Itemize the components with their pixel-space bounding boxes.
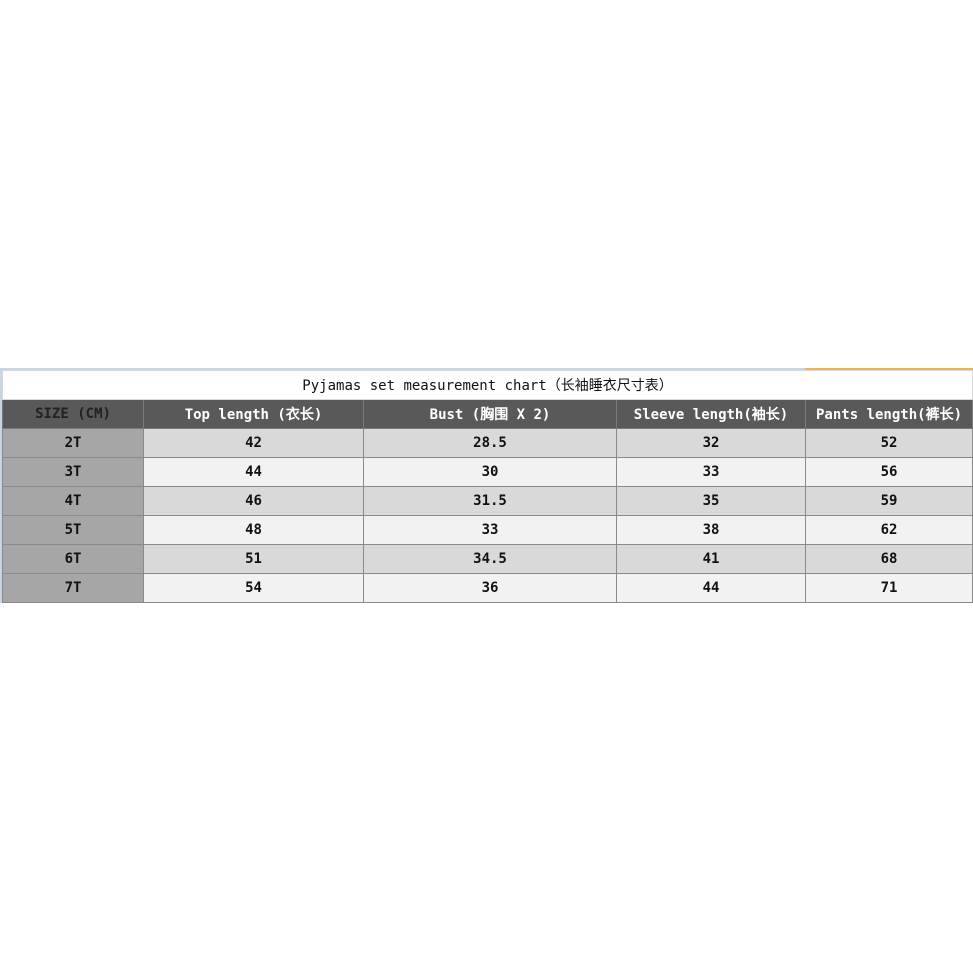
cell-bust: 28.5: [363, 428, 617, 458]
cell-bust: 36: [363, 573, 617, 603]
cell-bust: 30: [363, 457, 617, 487]
header-sleeve-length: Sleeve length(袖长): [616, 399, 806, 429]
cell-pants-length: 68: [804, 544, 973, 574]
table-title: Pyjamas set measurement chart（长袖睡衣尺寸表）: [1, 370, 973, 400]
table-row: 4T 46 31.5 35 59: [2, 486, 973, 516]
cell-pants-length: 59: [804, 486, 973, 516]
table-row: 2T 42 28.5 32 52: [2, 428, 973, 458]
table-row: 6T 51 34.5 41 68: [2, 544, 973, 574]
header-row: SIZE (CM) Top length (衣长) Bust (胸围 X 2) …: [2, 399, 973, 429]
cell-pants-length: 56: [804, 457, 973, 487]
cell-top-length: 46: [143, 486, 364, 516]
header-pants-length: Pants length(裤长): [804, 399, 973, 429]
left-border: [0, 370, 2, 603]
cell-bust: 34.5: [363, 544, 617, 574]
cell-top-length: 42: [143, 428, 364, 458]
cell-size: 3T: [2, 457, 144, 487]
cell-bust: 31.5: [363, 486, 617, 516]
header-top-length: Top length (衣长): [143, 399, 364, 429]
cell-top-length: 51: [143, 544, 364, 574]
cell-sleeve-length: 41: [616, 544, 806, 574]
cell-top-length: 54: [143, 573, 364, 603]
cell-bust: 33: [363, 515, 617, 545]
cell-sleeve-length: 44: [616, 573, 806, 603]
header-size: SIZE (CM): [2, 399, 144, 429]
cell-size: 6T: [2, 544, 144, 574]
cell-pants-length: 71: [804, 573, 973, 603]
cell-pants-length: 52: [804, 428, 973, 458]
cell-size: 4T: [2, 486, 144, 516]
title-row: Pyjamas set measurement chart（长袖睡衣尺寸表）: [1, 370, 973, 400]
cell-size: 2T: [2, 428, 144, 458]
cell-top-length: 44: [143, 457, 364, 487]
cell-sleeve-length: 33: [616, 457, 806, 487]
top-border: [0, 368, 805, 370]
table-row: 5T 48 33 38 62: [2, 515, 973, 545]
table-row: 7T 54 36 44 71: [2, 573, 973, 603]
cell-pants-length: 62: [804, 515, 973, 545]
table-row: 3T 44 30 33 56: [2, 457, 973, 487]
measurement-table: Pyjamas set measurement chart（长袖睡衣尺寸表） S…: [1, 370, 973, 603]
cell-top-length: 48: [143, 515, 364, 545]
cell-sleeve-length: 32: [616, 428, 806, 458]
cell-size: 5T: [2, 515, 144, 545]
cell-sleeve-length: 35: [616, 486, 806, 516]
top-border-accent: [805, 368, 973, 370]
header-bust: Bust (胸围 X 2): [363, 399, 617, 429]
cell-size: 7T: [2, 573, 144, 603]
cell-sleeve-length: 38: [616, 515, 806, 545]
